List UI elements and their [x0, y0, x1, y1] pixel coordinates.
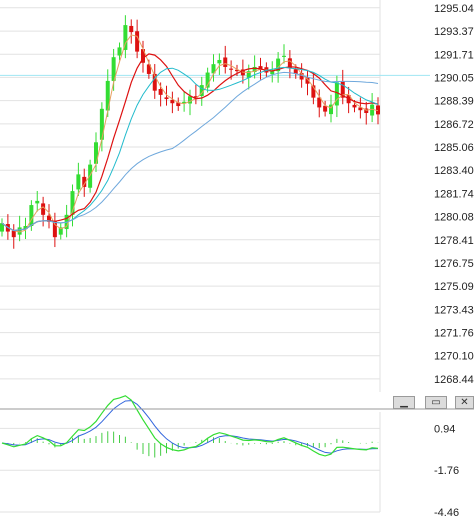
candle-down — [158, 89, 163, 95]
candle-down — [223, 57, 228, 67]
y-tick-label: 1268.44 — [434, 374, 474, 386]
candle-up — [246, 71, 251, 78]
y-tick-label: 1278.41 — [434, 235, 474, 247]
candle-down — [41, 203, 46, 215]
minimize-icon: ▁ — [400, 396, 408, 408]
candle-down — [323, 105, 328, 112]
y-tick-label: 1291.71 — [434, 49, 474, 61]
candle-down — [52, 220, 57, 238]
close-button[interactable]: ✕ — [455, 396, 474, 409]
plot-background — [0, 0, 380, 392]
candle-up — [276, 58, 281, 72]
candle-up — [270, 71, 275, 75]
ma-slow-line — [1, 71, 379, 232]
sub-y-tick-label: -4.46 — [434, 507, 459, 516]
candle-down — [152, 73, 157, 91]
y-tick-label: 1280.08 — [434, 212, 474, 224]
macd-line — [1, 395, 379, 457]
candle-down — [352, 104, 357, 108]
y-tick-label: 1290.05 — [434, 72, 474, 84]
y-tick-label: 1293.37 — [434, 26, 474, 38]
candle-up — [17, 227, 22, 235]
restore-icon: ▭ — [431, 396, 441, 408]
candle-up — [329, 104, 333, 115]
candle-down — [82, 176, 87, 187]
candle-down — [229, 68, 234, 70]
candle-up — [205, 72, 210, 88]
y-tick-label: 1286.72 — [434, 119, 474, 131]
candle-up — [0, 223, 4, 232]
candle-up — [252, 66, 257, 72]
candle-down — [176, 102, 181, 107]
close-icon: ✕ — [460, 396, 469, 408]
candle-down — [287, 58, 292, 69]
candle-down — [311, 85, 316, 98]
candle-up — [23, 225, 28, 230]
ma-fast-line — [1, 34, 379, 233]
candle-down — [170, 99, 175, 104]
candle-up — [105, 80, 110, 111]
minimize-button[interactable]: ▁ — [393, 396, 415, 409]
restore-button[interactable]: ▭ — [425, 396, 447, 409]
candle-down — [340, 81, 345, 98]
candle-up — [117, 47, 122, 56]
price-panel: 1295.04 1293.37 1291.71 1290.05 1288.39 1286.… — [0, 0, 474, 392]
y-tick-label: 1273.43 — [434, 304, 474, 316]
candle-up — [334, 82, 339, 106]
y-tick-label: 1276.75 — [434, 258, 474, 270]
candle-up — [123, 25, 128, 50]
candle-down — [135, 31, 140, 52]
candle-down — [235, 69, 239, 72]
candle-up — [99, 108, 104, 140]
candle-down — [317, 97, 322, 108]
candle-up — [211, 64, 216, 74]
candle-up — [29, 205, 34, 226]
y-tick-label: 1295.04 — [434, 3, 474, 15]
y-tick-label: 1283.40 — [434, 165, 474, 177]
candle-down — [11, 230, 16, 238]
sub-y-tick-label: -1.76 — [434, 465, 459, 477]
candle-up — [182, 101, 187, 104]
candle-up — [217, 59, 222, 64]
candle-up — [88, 164, 93, 188]
candle-down — [376, 105, 380, 115]
candle-down — [364, 108, 369, 113]
candle-down — [193, 96, 198, 98]
candle-down — [299, 73, 304, 80]
candle-down — [358, 107, 363, 111]
candle-down — [164, 97, 169, 100]
y-tick-label: 1288.39 — [434, 96, 474, 108]
candle-down — [258, 66, 263, 70]
y-tick-label: 1281.74 — [434, 188, 474, 200]
macd-panel: 0.94 -1.76 -4.46 — [0, 395, 459, 516]
candle-up — [188, 96, 192, 104]
candle-down — [141, 49, 145, 63]
ma-mid-line — [1, 53, 379, 232]
candle-up — [111, 57, 116, 81]
candle-up — [370, 104, 375, 116]
sub-y-tick-label: 0.94 — [434, 423, 455, 435]
candle-up — [94, 142, 98, 164]
candle-down — [293, 69, 298, 74]
candle-down — [47, 215, 51, 222]
candle-down — [129, 25, 134, 33]
candle-up — [70, 191, 75, 215]
candle-up — [35, 200, 40, 204]
sub-plot-background — [0, 412, 380, 512]
candle-down — [305, 77, 310, 84]
y-tick-label: 1285.06 — [434, 142, 474, 154]
candle-up — [58, 227, 63, 235]
y-tick-label: 1270.10 — [434, 351, 474, 363]
y-tick-label: 1275.09 — [434, 281, 474, 293]
candle-up — [76, 174, 81, 190]
candle-up — [282, 55, 286, 57]
candle-down — [146, 64, 151, 74]
candle-up — [199, 85, 204, 96]
y-tick-label: 1271.76 — [434, 328, 474, 340]
